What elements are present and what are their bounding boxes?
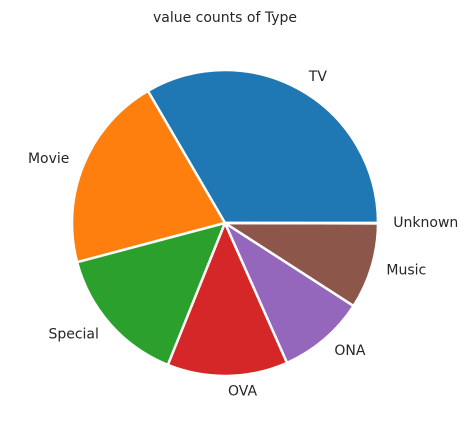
pie-slice-music — [223, 221, 380, 308]
pie-label-tv: TV — [308, 69, 328, 85]
pie-labels: TV Movie Special OVA ONA Music Unknown — [28, 69, 458, 399]
pie-slice-tv — [146, 68, 380, 225]
pie-label-ona: ONA — [334, 343, 365, 359]
pie-label-ova: OVA — [228, 383, 257, 399]
pie-slice-movie — [70, 89, 227, 264]
pie-label-movie: Movie — [28, 151, 69, 167]
pie-slices — [70, 68, 380, 378]
pie-slice-ona — [223, 221, 355, 365]
pie-label-music: Music — [386, 263, 426, 279]
pie-slice-ova — [166, 221, 289, 378]
pie-label-special: Special — [48, 326, 98, 342]
pie-slice-special — [75, 221, 227, 367]
chart-title: value counts of Type — [153, 10, 297, 26]
pie-label-unknown: Unknown — [393, 215, 458, 231]
